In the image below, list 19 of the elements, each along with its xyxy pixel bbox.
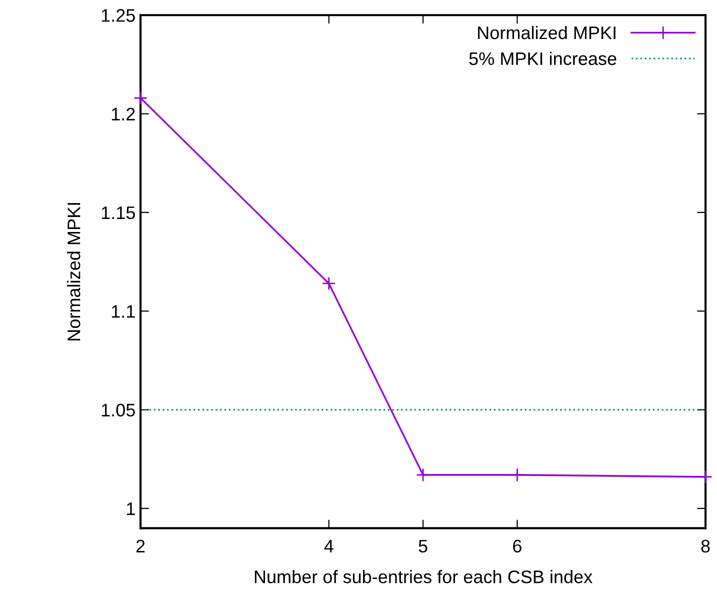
y-tick-label: 1.1 [112, 305, 135, 318]
legend-label: Normalized MPKI [478, 26, 616, 40]
x-tick-label: 2 [136, 540, 145, 552]
y-tick-label: 1 [127, 502, 135, 515]
x-axis-title: Number of sub-entries for each CSB index [254, 570, 592, 584]
y-axis-title: Normalized MPKI [67, 203, 80, 340]
y-tick-label: 1.2 [112, 108, 135, 120]
point [416, 468, 430, 482]
x-tick-label: 6 [513, 540, 522, 553]
y-tick-label: 1.15 [102, 206, 135, 220]
y-tick-label: 1.25 [102, 9, 135, 22]
point [510, 468, 524, 482]
x-tick-label: 8 [701, 540, 710, 553]
point [134, 91, 148, 105]
legend-label: 5% MPKI increase [469, 52, 616, 66]
x-tick-label: 5 [418, 540, 428, 553]
y-tick-label: 1.05 [102, 404, 135, 416]
x-tick-label: 4 [324, 540, 334, 552]
point [322, 276, 336, 290]
